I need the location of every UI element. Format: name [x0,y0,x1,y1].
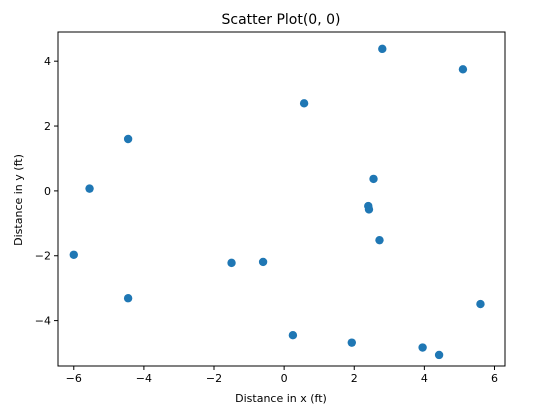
y-axis-ticks: −4 −2 0 2 4 [35,55,58,328]
plot-area [57,31,506,367]
chart-title: Scatter Plot(0, 0) [222,12,341,28]
scatter-point [85,184,94,193]
axes-frame [57,31,506,367]
y-tick-label: 4 [44,55,51,68]
y-tick-label: 2 [44,120,51,133]
scatter-point [69,250,78,259]
scatter-point [458,65,468,74]
scatter-point [123,294,133,303]
x-tick-label: −4 [136,372,152,385]
y-axis-label: Distance in y (ft) [12,154,25,246]
x-tick-label: 2 [351,372,358,385]
x-axis-ticks: −6 −4 −2 0 2 4 6 [66,366,498,385]
scatter-point [299,99,309,108]
scatter-point [375,235,384,245]
scatter-point [258,257,268,267]
x-axis-label: Distance in x (ft) [235,392,327,405]
scatter-point [378,44,387,54]
scatter-point [476,299,485,309]
scatter-point [227,258,236,268]
scatter-point [364,205,374,214]
scatter-point [288,330,298,340]
x-tick-label: −6 [66,372,82,385]
scatter-point [418,343,427,352]
x-tick-label: −2 [206,372,222,385]
y-tick-label: −2 [35,250,51,263]
scatter-point [434,350,444,360]
points-layer [69,44,485,360]
y-tick-label: 0 [44,185,51,198]
x-tick-label: 6 [491,372,498,385]
x-tick-label: 0 [281,372,288,385]
scatter-point [347,338,356,347]
y-tick-label: −4 [35,315,51,328]
x-tick-label: 4 [421,372,428,385]
scatter-point [369,174,378,184]
scatter-point [123,134,133,144]
